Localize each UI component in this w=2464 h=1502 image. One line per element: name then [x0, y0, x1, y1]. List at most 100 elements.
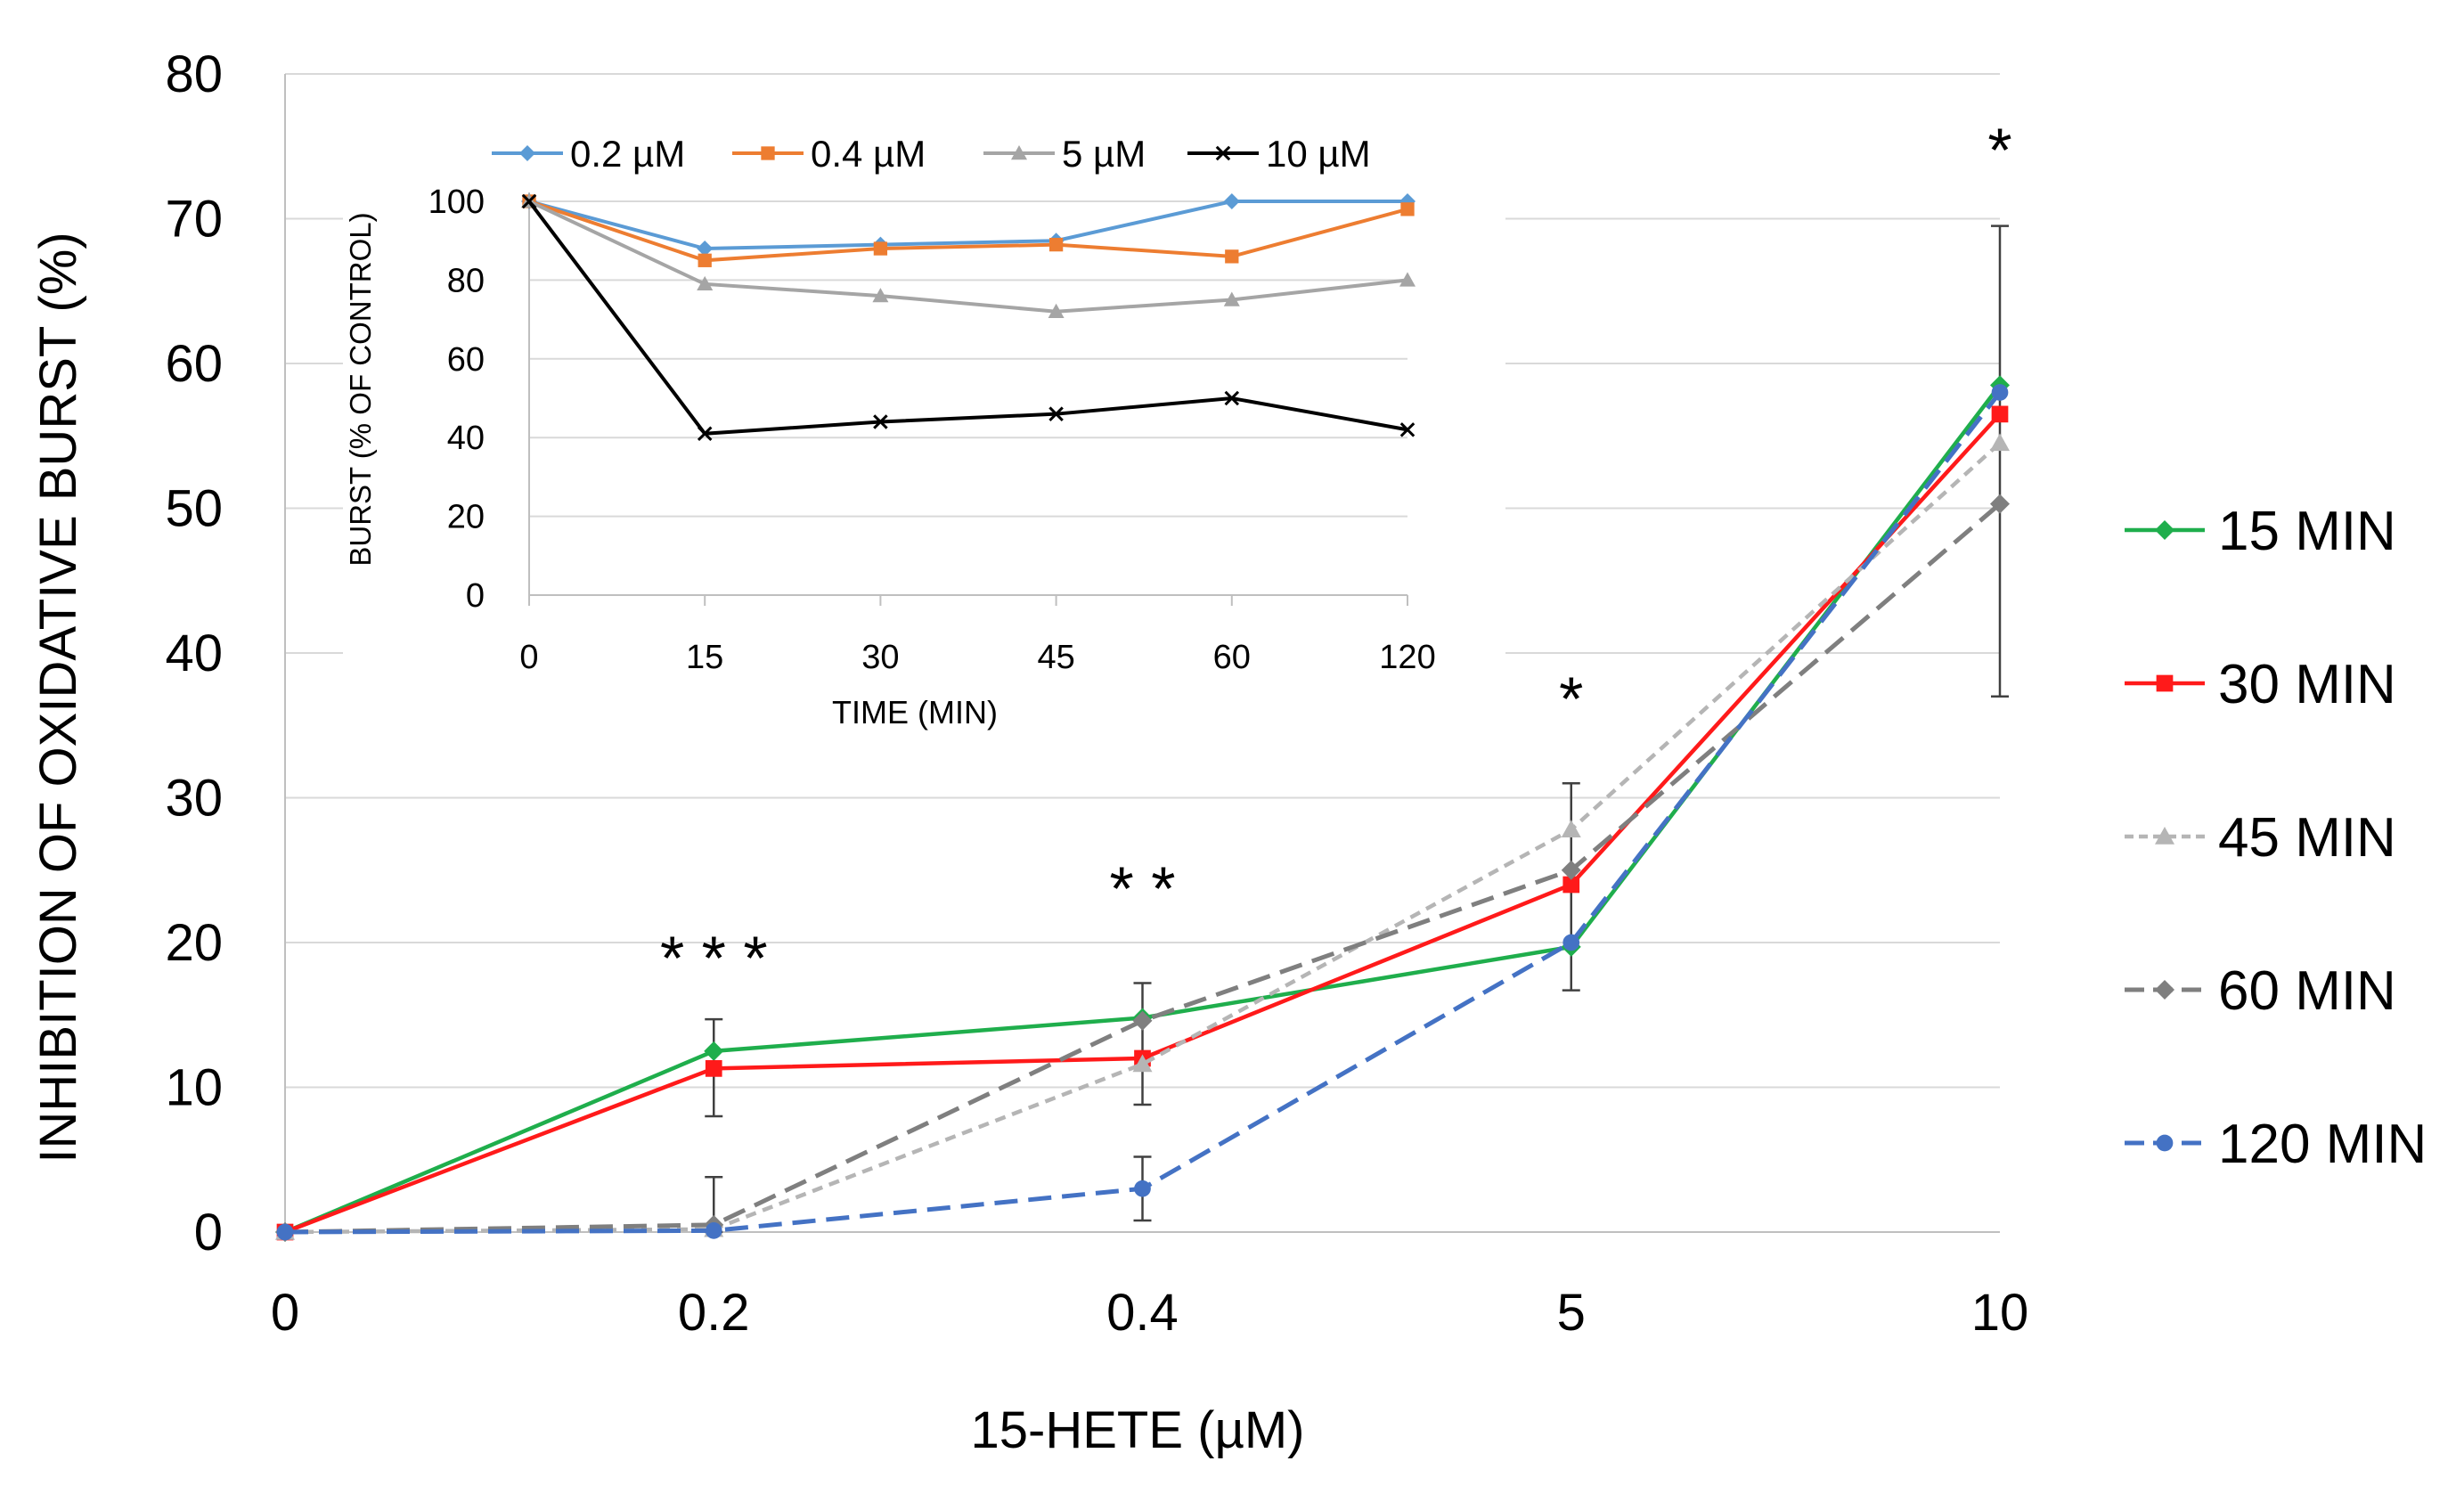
- main-y-tick-label: 70: [165, 191, 223, 249]
- legend-marker: [2156, 1134, 2174, 1152]
- data-point: [1132, 1010, 1153, 1031]
- inset-x-tick-label: 0: [519, 639, 538, 676]
- main-y-tick-label: 40: [165, 624, 223, 682]
- significance-annotations: * * * * * * *: [660, 116, 2012, 993]
- legend-item-120-min: 120 MIN: [2125, 1114, 2427, 1175]
- series-line-60-min: [284, 502, 2002, 1235]
- data-point: [1562, 876, 1580, 894]
- inset-data-point: [1048, 303, 1065, 318]
- inset-data-point: [521, 193, 537, 209]
- inset-y-tick-label: 100: [428, 184, 485, 221]
- main-y-tick-label: 30: [165, 770, 223, 828]
- inset-y-tick-label: 0: [466, 577, 485, 615]
- significance-stars: *: [1987, 116, 2011, 185]
- legend-marker: [2155, 827, 2174, 845]
- inset-y-tick-label: 20: [447, 499, 485, 536]
- inset-legend-label: 0.4 µM: [811, 133, 926, 175]
- inset-data-point: [1048, 237, 1064, 252]
- main-x-tick-label: 0.4: [1106, 1284, 1179, 1342]
- inset-data-point: [873, 241, 888, 256]
- inset-data-point: [1399, 272, 1416, 287]
- data-point: [1990, 494, 2010, 514]
- inset-series-line-0-2-m: [528, 200, 1407, 251]
- main-y-tick-labels: 0 10 20 30 40 50 60 70 80: [165, 45, 223, 1261]
- inset-data-point: [1400, 202, 1415, 216]
- inset-x-axis-title: TIME (MIN): [832, 694, 998, 731]
- data-point: [1991, 405, 2009, 423]
- main-x-tick-label: 10: [1971, 1284, 2029, 1342]
- inset-legend-label: 0.2 µM: [570, 133, 685, 175]
- inset-y-axis-title: BURST (% OF CONTROL): [344, 212, 377, 566]
- legend-item-15-min: 15 MIN: [2125, 501, 2396, 562]
- inset-background: [343, 120, 1505, 744]
- inset-data-point: [698, 253, 712, 267]
- inset-data-point: [873, 414, 888, 429]
- significance-stars: * *: [1110, 853, 1176, 923]
- inset-data-point: [1399, 422, 1416, 437]
- inset-x-tick-label: 60: [1213, 639, 1251, 676]
- significance-stars: * * *: [660, 923, 768, 992]
- inset-legend-item-5-m: 5 µM: [983, 133, 1146, 175]
- inset-axes: [528, 192, 1408, 606]
- inset-x-tick-label: 45: [1037, 639, 1074, 676]
- inset-data-point: [1048, 406, 1064, 421]
- inset-data-point: [697, 241, 714, 257]
- legend-item-45-min: 45 MIN: [2125, 807, 2396, 869]
- data-point: [704, 1041, 724, 1061]
- legend-marker: [2156, 674, 2174, 692]
- inset-data-point: [872, 288, 889, 303]
- inset-series-10-m: [521, 193, 1416, 442]
- inset-legend-marker: [1215, 145, 1231, 161]
- inset-x-tick-labels: 0 15 30 45 60 120: [519, 639, 1435, 676]
- main-y-tick-label: 10: [165, 1059, 223, 1117]
- data-point: [1991, 384, 2009, 401]
- main-y-tick-label: 0: [194, 1204, 223, 1261]
- inset-series-line-0-4-m: [528, 200, 1408, 263]
- inset-data-point: [1223, 291, 1240, 306]
- legend-marker: [2155, 980, 2174, 1000]
- inset-legend-item-0-4-m: 0.4 µM: [732, 133, 926, 175]
- data-point: [1561, 820, 1581, 838]
- main-x-tick-labels: 0 0.2 0.4 5 10: [271, 1284, 2028, 1342]
- inset-legend-item-0-2-m: 0.2 µM: [492, 133, 685, 175]
- inset-legend: 0.2 µM 0.4 µM 5 µM 10 µM: [492, 133, 1371, 175]
- inset-y-tick-label: 40: [447, 420, 485, 457]
- main-y-tick-label: 20: [165, 914, 223, 972]
- inset-x-tick-label: 30: [861, 639, 899, 676]
- data-point: [1132, 1054, 1153, 1073]
- inset-x-tick-label: 120: [1379, 639, 1435, 676]
- main-y-tick-label: 50: [165, 480, 223, 538]
- inset-data-point: [697, 275, 714, 291]
- data-point: [1134, 1180, 1151, 1197]
- inset-series-line-10-m: [527, 200, 1408, 436]
- main-y-tick-label: 60: [165, 335, 223, 393]
- legend-item-30-min: 30 MIN: [2125, 654, 2396, 715]
- data-point: [1561, 860, 1581, 880]
- legend-label: 60 MIN: [2218, 960, 2396, 1022]
- legend-marker: [2155, 520, 2174, 540]
- main-x-axis-title: 15-HETE (µM): [971, 1401, 1305, 1459]
- legend-label: 120 MIN: [2218, 1114, 2427, 1175]
- legend-label: 30 MIN: [2218, 654, 2396, 715]
- main-x-tick-label: 0.2: [678, 1284, 750, 1342]
- inset-legend-marker: [1011, 145, 1027, 160]
- inset-data-point: [1225, 249, 1239, 264]
- significance-stars: *: [1559, 665, 1583, 734]
- inset-y-tick-label: 80: [447, 262, 485, 299]
- main-series-lines: [275, 375, 2010, 1242]
- main-y-axis-title: INHIBITION OF OXIDATIVE BURST (%): [29, 232, 87, 1163]
- data-point: [1990, 433, 2010, 452]
- main-y-tick-label: 80: [165, 45, 223, 103]
- inset-legend-marker: [761, 146, 775, 160]
- inset-data-point: [697, 426, 713, 442]
- main-x-tick-label: 5: [1557, 1284, 1586, 1342]
- inset-legend-label: 10 µM: [1266, 133, 1371, 175]
- inset-legend-label: 5 µM: [1062, 133, 1146, 175]
- data-point: [705, 1060, 722, 1077]
- legend-label: 15 MIN: [2218, 501, 2396, 562]
- legend-item-60-min: 60 MIN: [2125, 960, 2396, 1022]
- inset-legend-marker: [519, 145, 535, 161]
- inset-x-tick-label: 15: [686, 639, 723, 676]
- legend-label: 45 MIN: [2218, 807, 2396, 869]
